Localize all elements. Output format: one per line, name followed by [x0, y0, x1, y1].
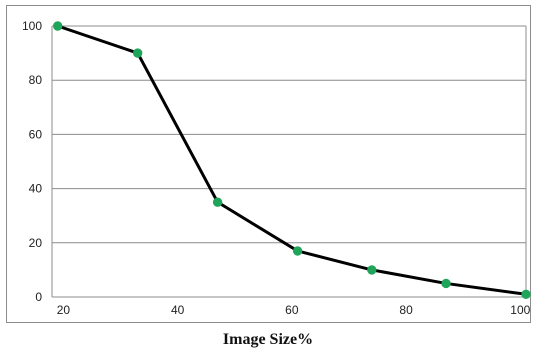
x-tick-labels: 20 40 60 80 100 [57, 303, 531, 317]
y-tick-label: 40 [29, 182, 43, 196]
line-chart: 0 20 40 60 80 100 20 40 60 80 100 [22, 19, 531, 317]
axes [51, 26, 527, 298]
series-group [57, 24, 527, 296]
data-point [132, 48, 143, 58]
y-tick-label: 20 [29, 236, 43, 250]
chart-frame [6, 5, 531, 323]
y-tick-label: 100 [22, 19, 42, 33]
series-line [57, 24, 527, 296]
data-point [53, 21, 63, 31]
x-tick-label: 100 [510, 303, 530, 317]
data-point [441, 278, 451, 289]
y-tick-label: 80 [29, 73, 43, 87]
data-point [521, 289, 531, 299]
y-tick-label: 60 [29, 127, 43, 141]
x-tick-label: 80 [399, 303, 413, 317]
data-point [212, 197, 223, 207]
x-tick-label: 40 [171, 303, 185, 317]
x-axis-label: Image Size% [222, 331, 314, 348]
data-points [53, 21, 531, 299]
data-point [367, 265, 377, 275]
y-tick-label: 0 [35, 290, 42, 304]
data-point [292, 246, 303, 256]
grid-lines [52, 25, 526, 298]
x-tick-label: 20 [57, 303, 71, 317]
x-tick-label: 60 [285, 303, 299, 317]
y-tick-labels: 0 20 40 60 80 100 [22, 19, 42, 304]
